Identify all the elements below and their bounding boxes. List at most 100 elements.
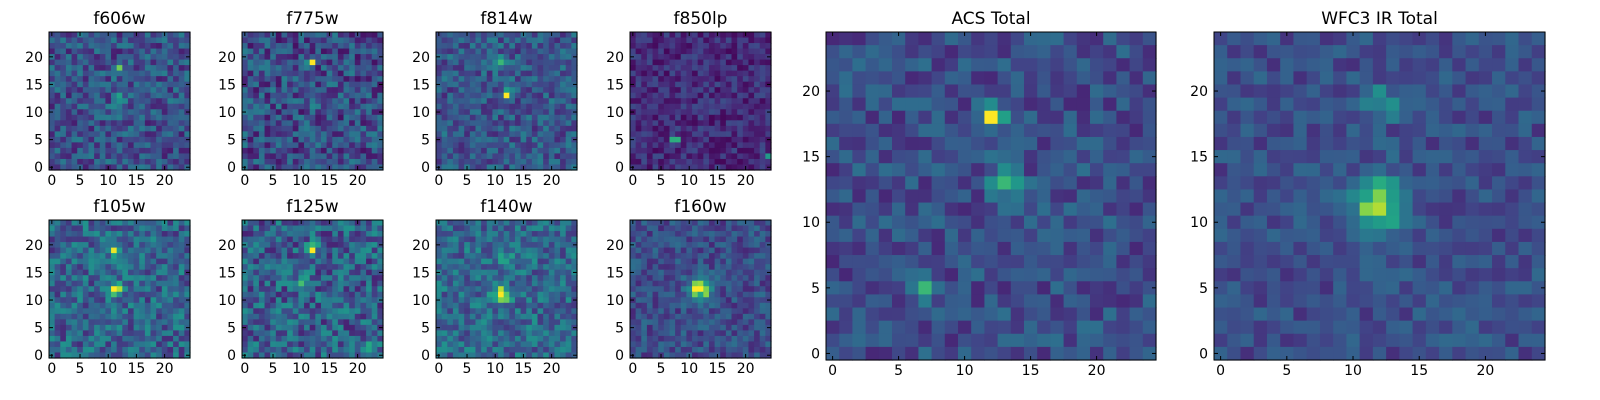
heatmap-cell bbox=[742, 153, 750, 160]
heatmap-cell bbox=[337, 264, 345, 271]
heatmap-cell bbox=[658, 120, 665, 127]
heatmap-cell bbox=[436, 280, 443, 287]
heatmap-cell bbox=[315, 48, 322, 55]
heatmap-cell bbox=[343, 242, 350, 249]
heatmap-cell bbox=[543, 32, 550, 39]
heatmap-cell bbox=[692, 258, 699, 265]
heatmap-cell bbox=[447, 142, 454, 149]
heatmap-cell bbox=[658, 81, 665, 88]
heatmap-cell bbox=[675, 125, 682, 132]
heatmap-cell bbox=[630, 302, 637, 309]
heatmap-cell bbox=[150, 335, 157, 343]
heatmap-cell bbox=[447, 341, 454, 348]
heatmap-cell bbox=[754, 236, 761, 243]
heatmap-cell bbox=[292, 297, 299, 304]
heatmap-cell bbox=[669, 302, 676, 309]
heatmap-cell bbox=[571, 142, 578, 149]
heatmap-cell bbox=[531, 324, 539, 331]
heatmap-cell bbox=[635, 98, 642, 105]
heatmap-cell bbox=[184, 65, 191, 72]
heatmap-cell bbox=[492, 346, 499, 354]
heatmap-cell bbox=[486, 164, 493, 171]
heatmap-cell bbox=[133, 43, 140, 50]
heatmap-cell bbox=[337, 280, 345, 287]
heatmap-cell bbox=[343, 125, 350, 132]
heatmap-cell bbox=[452, 76, 460, 83]
heatmap-cell bbox=[127, 153, 135, 160]
heatmap-cell bbox=[349, 147, 356, 155]
heatmap-cell bbox=[520, 43, 527, 50]
heatmap-cell bbox=[99, 147, 106, 155]
heatmap-cell bbox=[759, 70, 766, 77]
heatmap-cell bbox=[498, 231, 505, 238]
heatmap-cell bbox=[315, 341, 322, 348]
heatmap-cell bbox=[270, 48, 277, 55]
heatmap-cell bbox=[452, 164, 460, 171]
heatmap-cell bbox=[337, 253, 345, 260]
heatmap-cell bbox=[503, 48, 510, 55]
heatmap-cell bbox=[571, 231, 578, 238]
heatmap-cell bbox=[509, 242, 516, 249]
heatmap-cell bbox=[304, 269, 311, 276]
heatmap-cell bbox=[49, 275, 56, 282]
heatmap-cell bbox=[94, 147, 101, 155]
heatmap-cell bbox=[49, 341, 56, 348]
heatmap-cell bbox=[548, 43, 556, 50]
heatmap-cell bbox=[82, 247, 90, 254]
heatmap-cell bbox=[150, 153, 157, 160]
heatmap-cell bbox=[641, 87, 648, 94]
heatmap-cell bbox=[697, 109, 704, 116]
heatmap-cell bbox=[264, 275, 271, 282]
heatmap-cell bbox=[371, 280, 378, 287]
heatmap-cell bbox=[531, 341, 539, 348]
heatmap-cell bbox=[88, 125, 95, 132]
heatmap-cell bbox=[156, 231, 163, 238]
heatmap-cell bbox=[686, 291, 693, 298]
heatmap-cell bbox=[537, 164, 544, 171]
heatmap-cell bbox=[258, 236, 266, 243]
heatmap-cell bbox=[139, 264, 146, 271]
heatmap-cell bbox=[54, 286, 61, 293]
heatmap-cell bbox=[354, 330, 362, 337]
heatmap-cell bbox=[161, 37, 169, 44]
heatmap-cell bbox=[71, 43, 78, 50]
heatmap-cell bbox=[258, 43, 266, 50]
heatmap-cell bbox=[526, 264, 533, 271]
heatmap-cell bbox=[270, 43, 277, 50]
heatmap-cell bbox=[509, 98, 516, 105]
heatmap-cell bbox=[436, 264, 443, 271]
heatmap-cell bbox=[366, 308, 373, 315]
heatmap-cell bbox=[88, 43, 95, 50]
heatmap-cell bbox=[275, 330, 283, 337]
heatmap-cell bbox=[503, 313, 510, 320]
heatmap-cell bbox=[287, 98, 294, 105]
heatmap-cell bbox=[680, 81, 687, 88]
heatmap-cell bbox=[49, 87, 56, 94]
axes-frame bbox=[241, 31, 384, 171]
heatmap-cell bbox=[366, 43, 373, 50]
heatmap-cell bbox=[161, 269, 169, 276]
heatmap-cell bbox=[88, 258, 95, 265]
heatmap-cell bbox=[458, 286, 465, 293]
heatmap-cell bbox=[635, 242, 642, 249]
heatmap-cell bbox=[54, 236, 61, 243]
heatmap-cell bbox=[253, 242, 260, 249]
heatmap-cell bbox=[281, 352, 288, 359]
heatmap-cell bbox=[275, 103, 283, 110]
heatmap-cell bbox=[88, 76, 95, 83]
heatmap-cell bbox=[150, 54, 157, 61]
heatmap-cell bbox=[122, 242, 129, 249]
heatmap-cell bbox=[754, 242, 761, 249]
heatmap-cell bbox=[759, 297, 766, 304]
heatmap-cell bbox=[441, 220, 448, 227]
heatmap-cell bbox=[116, 109, 123, 116]
heatmap-cell bbox=[680, 269, 687, 276]
heatmap-cell bbox=[247, 65, 254, 72]
heatmap-cell bbox=[692, 131, 699, 138]
heatmap-cell bbox=[514, 330, 522, 337]
heatmap-cell bbox=[178, 125, 185, 132]
heatmap-cell bbox=[144, 59, 152, 66]
heatmap-cell bbox=[184, 131, 191, 138]
heatmap-cell bbox=[253, 319, 260, 326]
heatmap-cell bbox=[133, 225, 140, 232]
